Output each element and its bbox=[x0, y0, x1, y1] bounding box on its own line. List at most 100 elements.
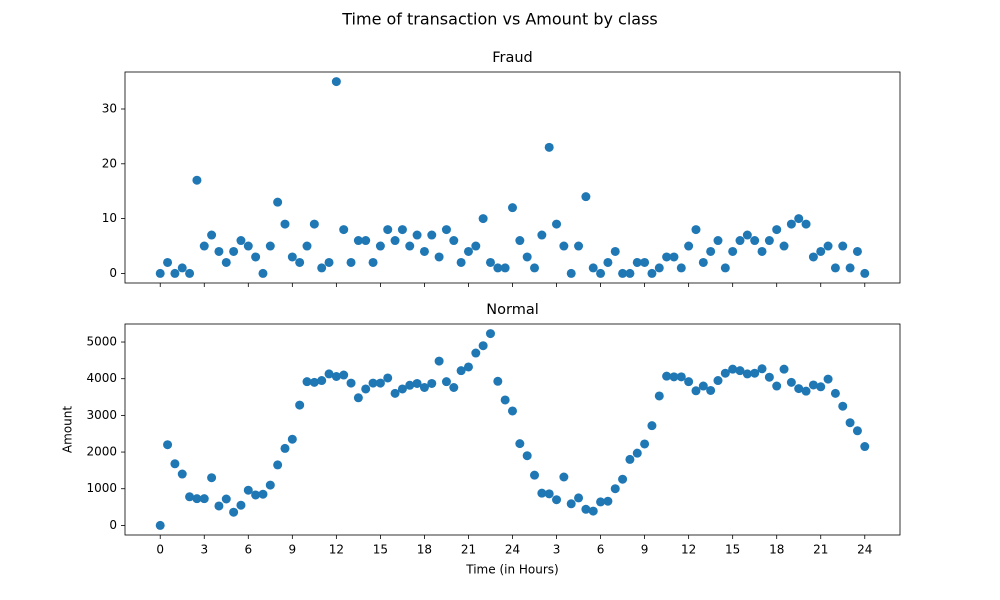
point bbox=[581, 504, 591, 514]
point bbox=[280, 219, 290, 229]
point bbox=[691, 225, 701, 235]
point bbox=[816, 382, 826, 392]
point bbox=[845, 418, 855, 428]
y-tick-label: 4000 bbox=[86, 371, 117, 385]
point bbox=[207, 230, 217, 240]
point bbox=[618, 474, 628, 484]
point bbox=[559, 241, 569, 251]
point bbox=[331, 77, 341, 87]
point bbox=[684, 377, 694, 387]
point bbox=[794, 214, 804, 224]
point bbox=[390, 236, 400, 246]
panel-title: Normal bbox=[486, 302, 538, 318]
x-tick-label: 15 bbox=[725, 543, 740, 557]
point bbox=[735, 366, 745, 376]
x-tick-label: 3 bbox=[553, 543, 561, 557]
x-tick-label: 24 bbox=[505, 543, 520, 557]
point bbox=[669, 252, 679, 262]
point bbox=[500, 395, 510, 405]
point bbox=[537, 488, 547, 498]
point bbox=[229, 507, 239, 517]
point bbox=[794, 384, 804, 394]
point bbox=[515, 439, 525, 449]
point bbox=[287, 434, 297, 444]
x-tick-label: 6 bbox=[244, 543, 252, 557]
point bbox=[552, 495, 562, 505]
point bbox=[515, 236, 525, 246]
point bbox=[779, 364, 789, 374]
point bbox=[618, 268, 628, 278]
point bbox=[662, 252, 672, 262]
point bbox=[383, 373, 393, 383]
x-tick-label: 21 bbox=[813, 543, 828, 557]
point bbox=[691, 386, 701, 396]
point bbox=[698, 381, 708, 391]
point bbox=[654, 263, 664, 273]
point bbox=[625, 454, 635, 464]
point bbox=[530, 263, 540, 273]
point bbox=[830, 263, 840, 273]
point bbox=[361, 384, 371, 394]
point bbox=[339, 370, 349, 380]
point bbox=[185, 492, 195, 502]
point bbox=[419, 383, 429, 393]
point bbox=[295, 257, 305, 267]
point bbox=[706, 246, 716, 256]
point bbox=[537, 230, 547, 240]
x-tick-label: 3 bbox=[200, 543, 208, 557]
point bbox=[808, 380, 818, 390]
point bbox=[860, 268, 870, 278]
point bbox=[280, 443, 290, 453]
point bbox=[207, 473, 217, 483]
point bbox=[698, 257, 708, 267]
point bbox=[368, 378, 378, 388]
point bbox=[500, 263, 510, 273]
point bbox=[676, 372, 686, 382]
point bbox=[339, 225, 349, 235]
point bbox=[155, 520, 165, 530]
x-tick-label: 21 bbox=[461, 543, 476, 557]
point bbox=[750, 236, 760, 246]
point bbox=[632, 448, 642, 458]
point bbox=[170, 268, 180, 278]
point bbox=[654, 391, 664, 401]
point bbox=[471, 241, 481, 251]
point bbox=[243, 485, 253, 495]
point bbox=[852, 246, 862, 256]
point bbox=[324, 257, 334, 267]
panel-title: Fraud bbox=[492, 50, 533, 66]
point bbox=[838, 401, 848, 411]
x-tick-label: 0 bbox=[156, 543, 164, 557]
x-tick-label: 6 bbox=[597, 543, 605, 557]
point bbox=[163, 257, 173, 267]
point bbox=[610, 484, 620, 494]
point bbox=[214, 246, 224, 256]
point bbox=[229, 246, 239, 256]
point bbox=[720, 263, 730, 273]
point bbox=[375, 241, 385, 251]
y-tick-label: 3000 bbox=[86, 408, 117, 422]
point bbox=[434, 252, 444, 262]
x-tick-label: 18 bbox=[769, 543, 784, 557]
x-tick-label: 18 bbox=[417, 543, 432, 557]
point bbox=[728, 246, 738, 256]
point bbox=[185, 268, 195, 278]
point bbox=[287, 252, 297, 262]
point bbox=[170, 459, 180, 469]
point bbox=[419, 246, 429, 256]
point bbox=[720, 368, 730, 378]
point bbox=[801, 219, 811, 229]
y-tick-label: 0 bbox=[109, 266, 117, 280]
point bbox=[559, 472, 569, 482]
y-tick-label: 1000 bbox=[86, 481, 117, 495]
point bbox=[353, 236, 363, 246]
point bbox=[596, 497, 606, 507]
point bbox=[199, 494, 209, 504]
point bbox=[427, 378, 437, 388]
point bbox=[830, 388, 840, 398]
point bbox=[522, 252, 532, 262]
point bbox=[772, 225, 782, 235]
point bbox=[485, 329, 495, 339]
point bbox=[412, 230, 422, 240]
point bbox=[706, 385, 716, 395]
